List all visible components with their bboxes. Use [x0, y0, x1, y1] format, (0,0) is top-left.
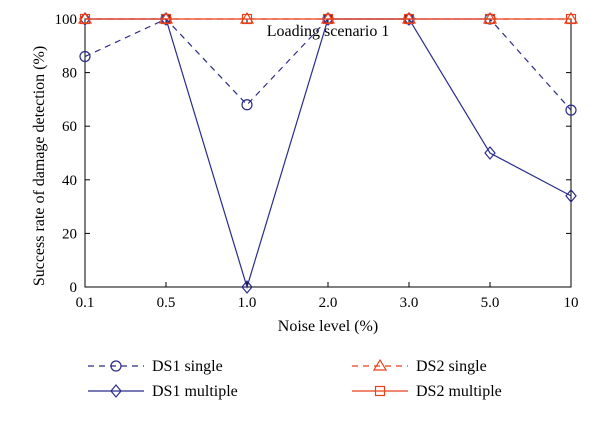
- y-tick-label: 80: [62, 66, 77, 82]
- legend-label: DS2 single: [416, 358, 487, 375]
- y-tick-label: 60: [62, 119, 77, 135]
- x-tick-label: 10: [564, 295, 579, 311]
- data-point-circle: [241, 99, 253, 111]
- x-tick-label: 3.0: [400, 295, 419, 311]
- data-point-diamond: [484, 146, 496, 160]
- legend-label: DS1 multiple: [152, 383, 238, 400]
- series-layer: [77, 11, 579, 294]
- data-point-square: [322, 13, 334, 25]
- legend-item: DS2 multiple: [352, 383, 502, 400]
- x-tick-label: 0.1: [76, 295, 95, 311]
- data-point-diamond: [79, 12, 91, 26]
- x-axis-title: Noise level (%): [278, 318, 378, 335]
- y-tick-label: 0: [70, 280, 78, 296]
- y-axis-title: Success rate of damage detection (%): [31, 46, 48, 286]
- legend-label: DS2 multiple: [416, 383, 502, 400]
- data-point-square: [403, 13, 415, 25]
- series-line: [85, 18, 572, 290]
- y-tick-label: 100: [55, 12, 78, 28]
- data-point-square: [241, 13, 253, 25]
- x-tick-label: 5.0: [481, 295, 500, 311]
- legend-label: DS1 single: [152, 358, 223, 375]
- plot-frame: [84, 18, 572, 288]
- chart-title: Loading scenario 1: [267, 23, 390, 40]
- x-tick-label: 1.0: [238, 295, 257, 311]
- legend: DS1 single DS1 multiple DS2 single DS2 mult…: [88, 358, 502, 400]
- data-point-square: [565, 13, 577, 25]
- legend-marker-square: [374, 385, 386, 397]
- series-ds2-multiple: [79, 13, 577, 25]
- legend-marker-circle: [110, 360, 122, 372]
- data-point-square: [79, 13, 91, 25]
- data-point-circle: [565, 104, 577, 116]
- data-point-square: [160, 13, 172, 25]
- legend-marker-diamond: [110, 384, 122, 398]
- x-axis: 0.1 0.5 1.0 2.0 3.0 5.0 10: [76, 19, 579, 311]
- data-point-diamond: [565, 188, 577, 203]
- y-tick-label: 20: [62, 226, 77, 242]
- x-tick-label: 2.0: [319, 295, 338, 311]
- legend-marker-triangle: [372, 358, 388, 371]
- data-point-diamond: [322, 12, 334, 26]
- data-point-diamond: [241, 280, 253, 294]
- series-ds1-multiple: [79, 12, 577, 294]
- y-axis: 0 20 40 60 80 100: [55, 12, 571, 296]
- data-point-diamond: [160, 12, 172, 26]
- data-point-diamond: [403, 12, 415, 26]
- data-point-square: [484, 13, 496, 25]
- legend-item: DS1 multiple: [88, 383, 238, 400]
- x-tick-label: 0.5: [157, 295, 176, 311]
- legend-item: DS1 single: [88, 358, 223, 375]
- y-tick-label: 40: [62, 173, 77, 189]
- data-point-circle: [79, 50, 91, 63]
- legend-item: DS2 single: [352, 358, 487, 375]
